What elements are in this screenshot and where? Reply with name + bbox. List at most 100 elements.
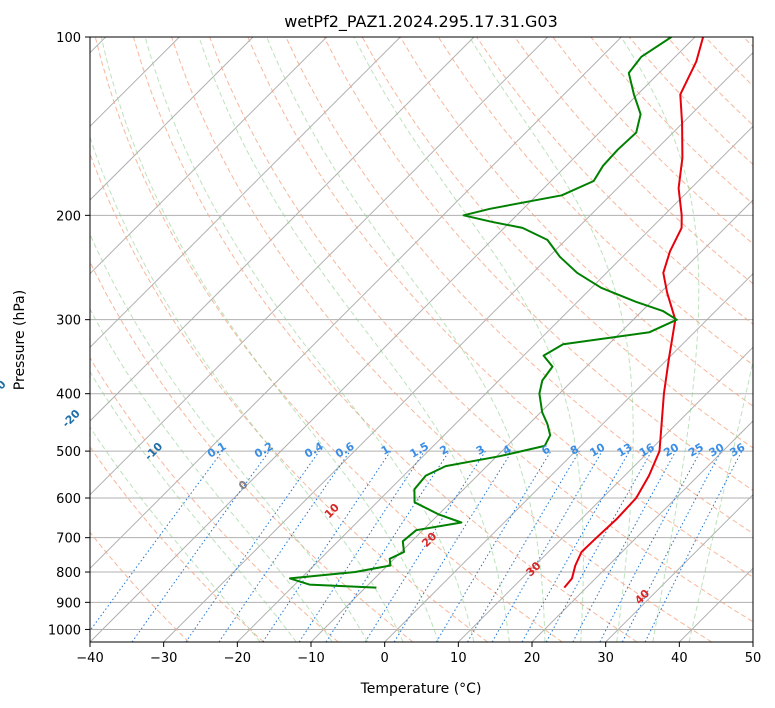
- dry-adiabat: [209, 37, 753, 623]
- mixing-ratio-label: 13: [615, 441, 635, 460]
- mixing-ratio-line: [521, 450, 630, 642]
- mixing-ratio-label: 6: [539, 442, 552, 457]
- dry-adiabat: [171, 37, 712, 642]
- dry-adiabat: [90, 531, 190, 642]
- isotherm: [752, 641, 753, 642]
- dewpoint-line: [288, 37, 678, 589]
- isotherm: [90, 37, 549, 496]
- dry-adiabat: [743, 37, 753, 48]
- isotherm: [90, 37, 254, 201]
- x-tick-label: 50: [745, 651, 762, 666]
- mixing-ratio-label: 0.1: [205, 440, 228, 461]
- dry-adiabat: [90, 152, 488, 642]
- y-tick-label: 300: [56, 314, 81, 329]
- x-axis-label: Temperature (°C): [360, 681, 482, 697]
- adiabat-label: -30: [0, 378, 9, 401]
- moist-adiabat: [620, 37, 700, 642]
- reference-lines: [90, 37, 753, 642]
- moist-adiabat: [469, 37, 634, 642]
- mixing-ratio-line: [599, 450, 701, 642]
- isotherm: [90, 37, 328, 275]
- dry-adiabat: [514, 37, 753, 285]
- plot-frame: [89, 36, 754, 643]
- moist-adiabat: [144, 37, 475, 642]
- isotherm: [163, 51, 753, 642]
- y-tick-label: 1000: [48, 623, 81, 638]
- mixing-ratio-label: 20: [661, 441, 681, 460]
- x-tick-label: 10: [450, 651, 467, 666]
- y-tick-label: 500: [56, 445, 81, 460]
- mixing-ratio-label: 1: [379, 443, 392, 458]
- x-tick-label: −30: [150, 651, 177, 666]
- mixing-ratio-label: 0.6: [333, 439, 357, 460]
- dry-adiabat: [285, 37, 753, 535]
- adiabat-label: 40: [632, 587, 652, 607]
- moist-adiabat: [353, 37, 584, 642]
- moist-adiabat: [266, 37, 546, 642]
- moist-adiabat: [90, 232, 369, 642]
- gridlines: [90, 37, 753, 642]
- x-tick-label: −20: [224, 651, 251, 666]
- mixing-ratio-label: 8: [568, 443, 581, 458]
- moist-adiabat: [100, 37, 439, 642]
- x-tick-label: 40: [671, 651, 688, 666]
- isotherm: [90, 37, 475, 422]
- mixing-ratio-label: 30: [707, 441, 727, 460]
- y-tick-label: 800: [56, 566, 81, 581]
- moist-adiabat: [90, 426, 261, 642]
- dry-adiabat: [399, 37, 753, 407]
- x-tick-label: 20: [524, 651, 541, 666]
- isotherm: [678, 567, 753, 642]
- mixing-ratio-label: 10: [587, 441, 607, 460]
- x-tick-label: −10: [297, 651, 324, 666]
- y-tick-label: 200: [56, 209, 81, 224]
- dry-adiabat: [704, 37, 753, 87]
- mixing-ratio-line: [325, 450, 450, 642]
- y-tick-label: 700: [56, 532, 81, 547]
- adiabat-label: -10: [142, 440, 165, 463]
- isotherm: [90, 37, 696, 642]
- mixing-ratio-label: 16: [637, 441, 657, 460]
- moist-adiabat: [90, 308, 333, 642]
- dry-adiabat: [132, 37, 638, 642]
- mixing-ratio-label: 1.5: [408, 440, 431, 461]
- mixing-ratio-line: [545, 450, 653, 642]
- mixing-ratio-line: [435, 450, 552, 642]
- dry-adiabat: [90, 260, 414, 642]
- dry-adiabat: [666, 37, 753, 126]
- moist-adiabat: [688, 358, 753, 642]
- mixing-ratio-line: [298, 450, 425, 642]
- mixing-ratio-label: 3: [474, 443, 487, 458]
- x-tick-label: −40: [76, 651, 103, 666]
- dry-adiabat: [90, 446, 264, 642]
- dry-adiabat: [94, 37, 563, 642]
- mixing-ratio-line: [218, 450, 351, 642]
- mixing-ratio-label: 0.4: [302, 440, 326, 461]
- mixing-ratio-line: [90, 450, 223, 632]
- y-tick-label: 400: [56, 388, 81, 403]
- dry-adiabat: [476, 37, 753, 325]
- isotherm: [457, 346, 753, 642]
- isotherm: [236, 125, 753, 642]
- mixing-ratio-label: 0.2: [252, 440, 275, 461]
- y-axis-label: Pressure (hPa): [12, 290, 28, 390]
- mixing-ratio-line: [185, 450, 320, 642]
- y-tick-label: 100: [56, 31, 81, 46]
- axes: −40 −30 −20 −10 0 10 20 30 40 5010020030040050060…: [48, 31, 761, 666]
- adiabat-label: -20: [60, 407, 83, 430]
- dry-adiabat: [247, 37, 753, 578]
- dry-adiabat: [437, 37, 753, 366]
- mixing-ratio-line: [621, 450, 722, 642]
- temperature-line: [563, 37, 705, 589]
- x-tick-label: 30: [597, 651, 614, 666]
- isotherm: [531, 420, 753, 642]
- isotherm: [605, 493, 753, 642]
- dry-adiabat: [323, 37, 753, 491]
- mixing-ratio-line: [572, 450, 677, 642]
- dry-adiabat: [361, 37, 753, 449]
- y-tick-label: 600: [56, 492, 81, 507]
- mixing-ratio-label: 25: [686, 441, 706, 460]
- mixing-ratio-line: [131, 450, 270, 642]
- isotherm: [90, 37, 401, 349]
